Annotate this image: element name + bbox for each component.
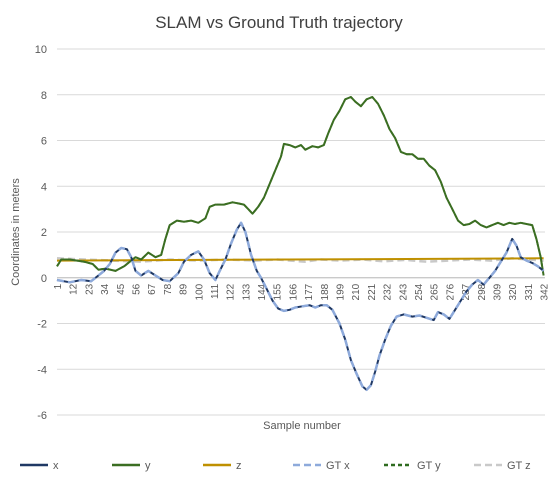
x-tick-labels: 1 12 23 34 45 56 67 78 89 100 111 122 133 144 155 166 17… (53, 283, 551, 300)
y-tick-label: 8 (41, 90, 47, 102)
x-tick-label: 23 (84, 283, 95, 295)
x-tick-label: 221 (367, 283, 378, 300)
y-tick-label: -4 (37, 364, 47, 376)
legend-label-gt-y: GT y (417, 460, 441, 472)
legend-label-gt-z: GT z (507, 460, 531, 472)
x-tick-label: 67 (147, 283, 158, 295)
x-axis-label: Sample number (263, 420, 341, 432)
y-tick-label: 4 (41, 181, 47, 193)
x-tick-label: 166 (288, 283, 299, 300)
x-tick-label: 89 (179, 283, 190, 295)
x-tick-label: 254 (414, 283, 425, 300)
x-tick-label: 122 (226, 283, 237, 300)
x-tick-label: 155 (273, 283, 284, 300)
x-tick-label: 276 (445, 283, 456, 300)
y-tick-label: 2 (41, 227, 47, 239)
x-tick-label: 199 (336, 283, 347, 300)
legend-label-z: z (236, 460, 242, 472)
legend: x y z GT x GT y GT z (20, 460, 531, 472)
x-tick-label: 1 (53, 283, 64, 289)
legend-label-y: y (145, 460, 151, 472)
x-tick-label: 210 (351, 283, 362, 300)
legend-label-gt-x: GT x (326, 460, 350, 472)
y-tick-label: 6 (41, 136, 47, 148)
x-tick-label: 45 (116, 283, 127, 295)
y-tick-label: -2 (37, 319, 47, 331)
x-tick-label: 12 (69, 283, 80, 295)
x-tick-label: 309 (492, 283, 503, 300)
x-tick-label: 78 (163, 283, 174, 295)
x-tick-label: 331 (524, 283, 535, 300)
grid-lines (57, 49, 545, 415)
x-tick-label: 56 (131, 283, 142, 295)
y-tick-label: 10 (35, 44, 47, 56)
x-tick-label: 188 (320, 283, 331, 300)
x-tick-label: 298 (477, 283, 488, 300)
x-tick-label: 342 (540, 283, 551, 300)
x-tick-label: 243 (398, 283, 409, 300)
y-tick-label: 0 (41, 273, 47, 285)
x-tick-label: 133 (241, 283, 252, 300)
legend-label-x: x (53, 460, 59, 472)
y-axis-label: Coordinates in meters (10, 178, 22, 286)
y-tick-label: -6 (37, 410, 47, 422)
x-tick-label: 232 (383, 283, 394, 300)
x-tick-label: 177 (304, 283, 315, 300)
x-tick-label: 265 (430, 283, 441, 300)
y-tick-labels: -6 -4 -2 0 2 4 6 8 10 (35, 44, 47, 422)
series-line-z (57, 258, 544, 260)
x-tick-label: 100 (194, 283, 205, 300)
series-line-x (57, 223, 544, 390)
x-tick-label: 320 (508, 283, 519, 300)
x-tick-label: 34 (100, 283, 111, 295)
chart-title: SLAM vs Ground Truth trajectory (155, 13, 403, 32)
x-tick-label: 111 (210, 283, 221, 299)
